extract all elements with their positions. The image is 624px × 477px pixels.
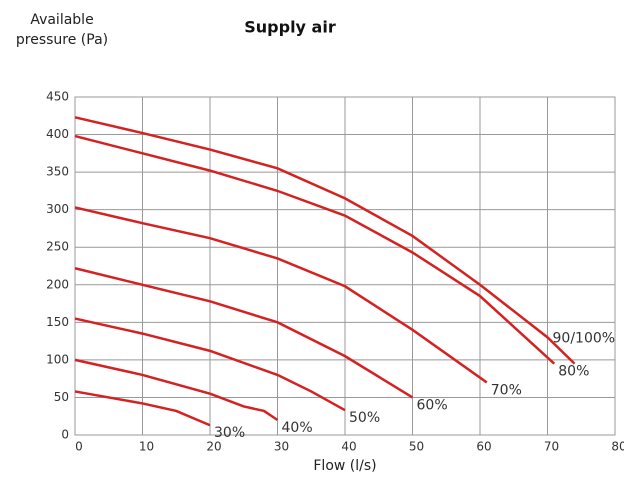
series-label: 80%	[558, 364, 589, 380]
chart-title: Supply air	[244, 18, 336, 37]
curve	[74, 206, 488, 384]
y-tick-label: 150	[46, 315, 69, 329]
curve	[74, 134, 556, 365]
y-tick-label: 50	[54, 390, 69, 404]
curve	[74, 390, 211, 427]
curve	[74, 267, 414, 399]
y-axis-label: Available pressure (Pa)	[15, 12, 109, 48]
x-tick-label: 10	[139, 440, 154, 454]
x-tick-label: 40	[341, 440, 356, 454]
x-tick-label: 0	[75, 440, 83, 454]
series-label: 50%	[349, 410, 380, 426]
curve	[74, 116, 576, 365]
y-tick-label: 350	[46, 165, 69, 179]
y-tick-label: 100	[46, 352, 69, 366]
y-tick-label: 400	[46, 127, 69, 141]
x-tick-label: 20	[206, 440, 221, 454]
x-axis-label: Flow (l/s)	[313, 458, 376, 474]
x-tick-label: 60	[476, 440, 491, 454]
x-tick-label: 50	[409, 440, 424, 454]
series-label: 90/100%	[553, 331, 616, 347]
series-label: 60%	[417, 397, 448, 413]
series-label: 40%	[282, 420, 313, 436]
series-label: 30%	[214, 425, 245, 441]
y-tick-label: 450	[46, 90, 69, 104]
curve	[74, 317, 346, 412]
y-tick-label: 0	[61, 428, 69, 442]
y-tick-label: 200	[46, 277, 69, 291]
y-tick-label: 250	[46, 240, 69, 254]
series-label: 70%	[491, 382, 522, 398]
y-tick-label: 300	[46, 202, 69, 216]
x-tick-label: 30	[274, 440, 289, 454]
x-tick-label: 70	[544, 440, 559, 454]
x-tick-label: 80	[611, 440, 624, 454]
curve	[74, 358, 279, 422]
